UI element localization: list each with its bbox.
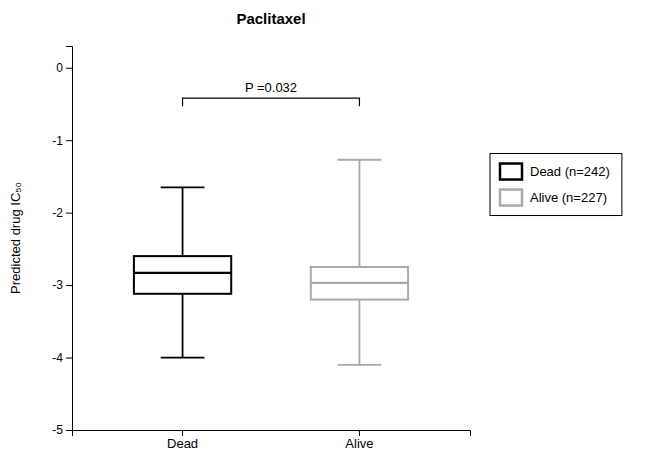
y-tick: -3 (52, 278, 72, 292)
boxes (134, 160, 408, 365)
annotation: P =0.032 (245, 80, 297, 95)
legend-swatch (500, 190, 522, 206)
whisker-cap (161, 357, 205, 359)
whisker-cap (161, 186, 205, 188)
y-tick-mark (66, 430, 72, 431)
legend: Dead (n=242) Alive (n=227) (490, 154, 622, 216)
y-tick-mark (66, 358, 72, 359)
y-tick-mark (66, 68, 72, 69)
y-axis: 0 -1 -2 -3 -4 -5 (52, 47, 72, 438)
legend-label: Alive (n=227) (530, 190, 607, 205)
x-tick-label: Dead (167, 436, 198, 451)
box (311, 267, 408, 300)
y-axis-line (66, 47, 73, 431)
y-tick: -5 (52, 423, 72, 437)
significance-bracket (183, 98, 360, 106)
y-tick-mark (66, 140, 72, 141)
box (134, 256, 231, 294)
whisker (182, 187, 184, 256)
legend-swatch (500, 164, 522, 180)
y-tick-label: -1 (52, 134, 63, 148)
box-group (311, 160, 408, 365)
y-tick: -1 (52, 134, 72, 148)
median (311, 282, 408, 284)
box-group (134, 187, 231, 357)
legend-label: Dead (n=242) (530, 164, 610, 179)
y-tick-label: -2 (52, 206, 63, 220)
whisker (182, 294, 184, 358)
y-axis-title: Predicted drug IC₅₀ (8, 182, 23, 294)
y-tick: -4 (52, 351, 72, 365)
whisker (359, 160, 361, 267)
legend-frame (490, 154, 622, 216)
legend-item: Alive (n=227) (500, 190, 607, 206)
x-tick-mark (359, 430, 360, 436)
x-axis: Dead Alive (73, 430, 471, 451)
legend-item: Dead (n=242) (500, 164, 610, 180)
plot: 0 -1 -2 -3 -4 -5 Dead Alive P =0.032 (52, 47, 470, 452)
y-tick-mark (66, 285, 72, 286)
y-tick-label: 0 (56, 61, 63, 75)
x-tick: Alive (345, 430, 373, 451)
y-tick-mark (66, 213, 72, 214)
y-tick-label: -5 (52, 423, 63, 437)
title: Paclitaxel (236, 10, 305, 27)
whisker-cap (338, 364, 382, 366)
chart: 0 -1 -2 -3 -4 -5 Dead Alive P =0.032 Paclitaxel Pr… (0, 0, 650, 474)
median (134, 272, 231, 274)
x-axis-line (73, 431, 471, 437)
x-tick-label: Alive (345, 436, 373, 451)
y-tick-label: -4 (52, 351, 63, 365)
y-tick-label: -3 (52, 278, 63, 292)
x-tick: Dead (167, 430, 198, 451)
y-tick: 0 (56, 61, 72, 75)
whisker-cap (338, 159, 382, 161)
y-tick: -2 (52, 206, 72, 220)
x-tick-mark (182, 430, 183, 436)
whisker (359, 300, 361, 365)
